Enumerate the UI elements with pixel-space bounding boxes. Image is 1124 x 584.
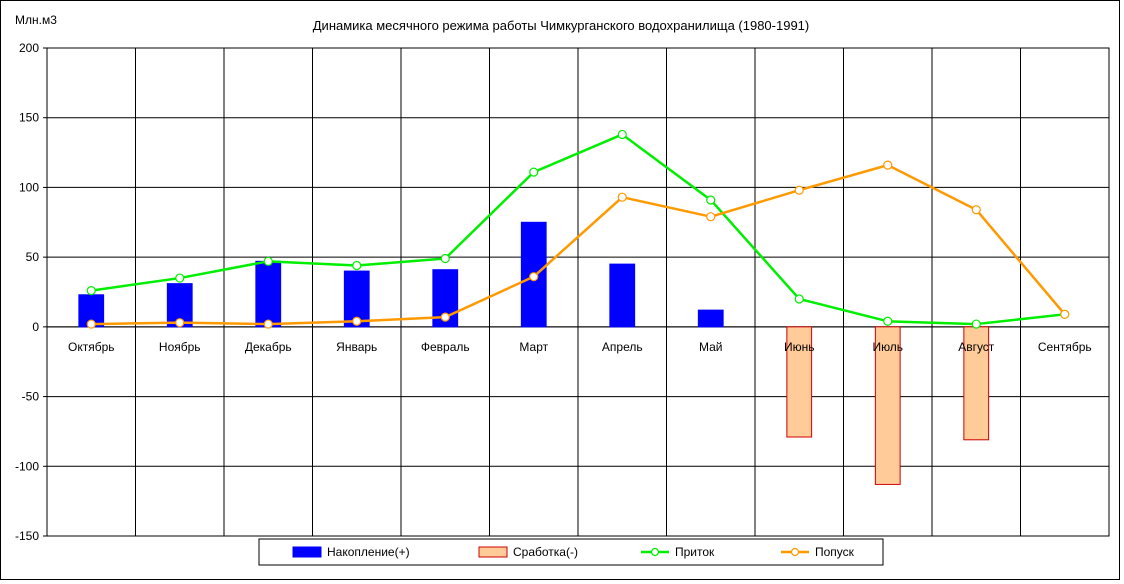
y-tick-label: -50 xyxy=(22,390,40,404)
bar-accumulation xyxy=(609,263,636,328)
legend-label: Сработка(-) xyxy=(513,545,578,559)
legend-swatch xyxy=(478,546,508,558)
x-tick-label: Август xyxy=(958,340,995,354)
data-point xyxy=(883,160,893,170)
x-tick-label: Февраль xyxy=(421,340,470,354)
bar-accumulation xyxy=(697,309,724,328)
data-point xyxy=(263,319,273,329)
data-point xyxy=(617,192,627,202)
legend-swatch xyxy=(292,546,322,558)
x-tick-label: Январь xyxy=(336,340,377,354)
legend-label: Приток xyxy=(675,545,715,559)
data-point xyxy=(263,256,273,266)
data-point xyxy=(883,316,893,326)
y-tick-label: 50 xyxy=(26,250,40,264)
y-tick-label: 200 xyxy=(19,41,39,55)
x-tick-label: Май xyxy=(699,340,723,354)
x-tick-label: Октябрь xyxy=(68,340,115,354)
data-point xyxy=(706,195,716,205)
bar-accumulation xyxy=(255,260,282,328)
data-point xyxy=(440,312,450,322)
series-line-inflow xyxy=(91,133,1065,326)
data-point xyxy=(706,212,716,222)
data-point xyxy=(175,318,185,328)
x-tick-label: Июль xyxy=(872,340,903,354)
y-tick-label: 100 xyxy=(19,180,39,194)
data-point xyxy=(529,167,539,177)
y-axis-label: Млн.м3 xyxy=(15,13,57,27)
series-line-outflow xyxy=(91,163,1066,326)
data-point xyxy=(440,253,450,264)
data-point xyxy=(352,260,362,271)
x-tick-label: Март xyxy=(519,340,548,354)
legend-label: Накопление(+) xyxy=(327,545,410,559)
chart-title: Динамика месячного режима работы Чимкург… xyxy=(313,18,809,33)
x-tick-label: Ноябрь xyxy=(159,340,201,354)
y-tick-label: 150 xyxy=(19,111,39,125)
data-point xyxy=(617,129,627,140)
data-point xyxy=(794,294,804,304)
data-point xyxy=(794,185,804,195)
bar-release xyxy=(786,326,813,438)
x-tick-label: Декабрь xyxy=(245,340,292,354)
y-tick-label: 0 xyxy=(32,320,39,334)
x-tick-label: Июнь xyxy=(784,340,815,354)
legend-box xyxy=(258,538,884,566)
legend-marker xyxy=(650,547,660,557)
data-point xyxy=(971,319,981,329)
y-tick-label: -150 xyxy=(15,529,39,543)
data-point xyxy=(175,273,185,283)
y-tick-label: -100 xyxy=(15,459,39,473)
data-point xyxy=(86,286,96,296)
data-point xyxy=(529,272,539,282)
data-point xyxy=(1060,309,1070,319)
bar-release xyxy=(874,326,901,485)
legend-marker xyxy=(790,547,800,557)
x-tick-label: Апрель xyxy=(602,340,643,354)
legend-label: Попуск xyxy=(815,545,855,559)
bar-release xyxy=(963,326,990,441)
data-point xyxy=(971,205,981,215)
data-point xyxy=(352,316,362,326)
data-point xyxy=(86,319,96,329)
x-tick-label: Сентябрь xyxy=(1038,340,1092,354)
